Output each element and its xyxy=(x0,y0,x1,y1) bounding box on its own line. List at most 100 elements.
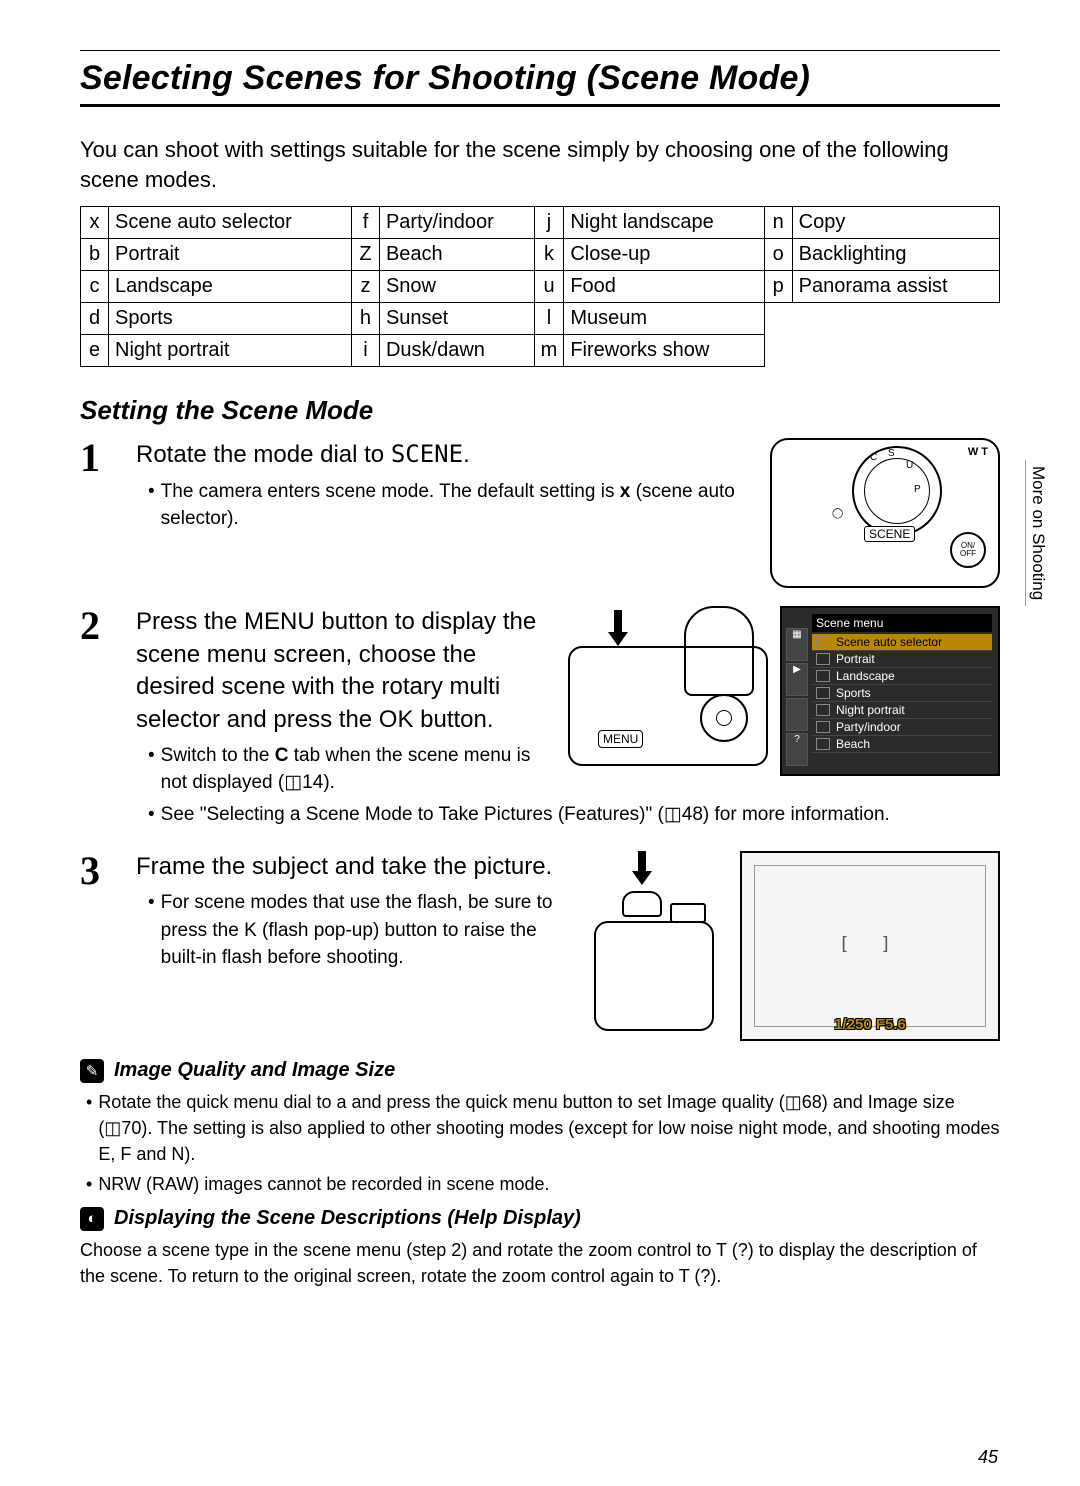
scene-code: n xyxy=(764,207,792,239)
page-number: 45 xyxy=(978,1447,998,1468)
scene-code: d xyxy=(81,303,109,335)
note-image-quality: ✎ Image Quality and Image Size Rotate th… xyxy=(80,1059,1000,1197)
scene-code: i xyxy=(351,335,379,367)
step-2-heading: Press the MENU button to display the sce… xyxy=(136,606,556,736)
step-2: 2 Press the MENU button to display the s… xyxy=(80,606,1000,832)
lcd-menu-item: Portrait xyxy=(812,651,992,668)
tab-icon: ▦ xyxy=(786,628,808,661)
s3b1: For scene modes that use the flash, be s… xyxy=(161,889,582,972)
scene-code: z xyxy=(351,271,379,303)
scene-code: p xyxy=(764,271,792,303)
step-1-bullet: The camera enters scene mode. The defaul… xyxy=(148,478,758,533)
scene-label xyxy=(792,335,999,367)
lcd-title: Scene menu xyxy=(812,614,992,632)
scene-code: x xyxy=(81,207,109,239)
lcd-menu-item: Party/indoor xyxy=(812,719,992,736)
scene-label: Scene auto selector xyxy=(109,207,352,239)
lcd-menu-item: Beach xyxy=(812,736,992,753)
s1b1b: x xyxy=(620,481,631,502)
section-tab: More on Shooting xyxy=(1025,460,1050,606)
note-scene-descriptions: ◐ Displaying the Scene Descriptions (Hel… xyxy=(80,1207,1000,1289)
camera-top-diagram: S U P C ◯ SCENE ON/ OFF W T xyxy=(770,438,1000,588)
step-number: 2 xyxy=(80,606,120,832)
scene-code: j xyxy=(534,207,564,239)
s1b1a: The camera enters scene mode. The defaul… xyxy=(161,481,620,502)
step-3-bullet: For scene modes that use the flash, be s… xyxy=(148,889,582,972)
lcd-menu-item: Night portrait xyxy=(812,702,992,719)
scene-label: Beach xyxy=(379,239,534,271)
scene-label: Night portrait xyxy=(109,335,352,367)
subtitle: Setting the Scene Mode xyxy=(80,395,1000,426)
tab-icon: ▶ xyxy=(786,663,808,696)
scene-code: c xyxy=(81,271,109,303)
step-2-bullet-2: See "Selecting a Scene Mode to Take Pict… xyxy=(148,801,1000,829)
n1b1: Rotate the quick menu dial to a and pres… xyxy=(98,1089,1000,1167)
scene-label: Close-up xyxy=(564,239,764,271)
note-bullet: NRW (RAW) images cannot be recorded in s… xyxy=(86,1171,1000,1197)
camera-back-diagram: MENU xyxy=(568,606,768,766)
step-number: 1 xyxy=(80,438,120,588)
step-1-heading-c: . xyxy=(463,441,470,468)
scene-label: Copy xyxy=(792,207,999,239)
s2b1b: C xyxy=(275,745,289,766)
scene-code: u xyxy=(534,271,564,303)
scene-code: k xyxy=(534,239,564,271)
down-arrow-icon xyxy=(608,610,628,650)
step-number: 3 xyxy=(80,851,120,1041)
zoom-wt-icon: W T xyxy=(968,446,988,458)
step-1-heading-a: Rotate the mode dial to xyxy=(136,441,391,468)
scene-label: Night landscape xyxy=(564,207,764,239)
scene-code xyxy=(764,303,792,335)
scene-label: Sports xyxy=(109,303,352,335)
scene-label: Fireworks show xyxy=(564,335,764,367)
mode-dial-label: SCENE xyxy=(864,526,915,542)
scene-label: Food xyxy=(564,271,764,303)
scene-code: o xyxy=(764,239,792,271)
intro-text: You can shoot with settings suitable for… xyxy=(80,135,1000,194)
scene-code: m xyxy=(534,335,564,367)
scene-label: Party/indoor xyxy=(379,207,534,239)
s2b1a: Switch to the xyxy=(161,745,275,766)
scene-label: Museum xyxy=(564,303,764,335)
scene-label: Portrait xyxy=(109,239,352,271)
tab-icon xyxy=(786,698,808,731)
lcd-menu-item: Landscape xyxy=(812,668,992,685)
scene-menu-lcd: ▦ ▶ ? Scene menu Scene auto selectorPort… xyxy=(780,606,1000,776)
scene-code: b xyxy=(81,239,109,271)
note-bullet: Rotate the quick menu dial to a and pres… xyxy=(86,1089,1000,1167)
viewfinder-lcd: [ ] 1/250 F5.6 xyxy=(740,851,1000,1041)
scene-code: h xyxy=(351,303,379,335)
scene-mode-table: xScene auto selectorfParty/indoorjNight … xyxy=(80,206,1000,367)
menu-button-label: MENU xyxy=(598,730,643,748)
scene-label: Backlighting xyxy=(792,239,999,271)
down-arrow-icon xyxy=(632,851,652,891)
scene-code: Z xyxy=(351,239,379,271)
note-title: Image Quality and Image Size xyxy=(114,1059,395,1082)
camera-shutter-diagram xyxy=(594,851,714,1031)
top-rule xyxy=(80,50,1000,51)
focus-brackets: [ ] xyxy=(839,933,902,954)
tab-icon: ? xyxy=(786,733,808,766)
scene-label: Sunset xyxy=(379,303,534,335)
scene-code xyxy=(764,335,792,367)
scene-code: l xyxy=(534,303,564,335)
pencil-icon: ✎ xyxy=(80,1059,104,1083)
scene-label xyxy=(792,303,999,335)
lcd-menu-item: Sports xyxy=(812,685,992,702)
scene-label: Landscape xyxy=(109,271,352,303)
scene-code: f xyxy=(351,207,379,239)
n1b2: NRW (RAW) images cannot be recorded in s… xyxy=(98,1171,549,1197)
note-body: Choose a scene type in the scene menu (s… xyxy=(80,1237,1000,1289)
scene-word: SCENE xyxy=(391,440,463,468)
step-2-bullet-1: Switch to the C tab when the scene menu … xyxy=(148,742,556,797)
scene-label: Panorama assist xyxy=(792,271,999,303)
step-3-heading: Frame the subject and take the picture. xyxy=(136,851,582,883)
scene-code: e xyxy=(81,335,109,367)
on-off-icon: ON/ OFF xyxy=(950,532,986,568)
scene-label: Dusk/dawn xyxy=(379,335,534,367)
s2b2: See "Selecting a Scene Mode to Take Pict… xyxy=(161,801,890,829)
step-3: 3 Frame the subject and take the picture… xyxy=(80,851,1000,1041)
help-icon: ◐ xyxy=(80,1207,104,1231)
mode-dial-icon xyxy=(852,446,942,536)
step-1: 1 Rotate the mode dial to SCENE. The cam… xyxy=(80,438,1000,588)
